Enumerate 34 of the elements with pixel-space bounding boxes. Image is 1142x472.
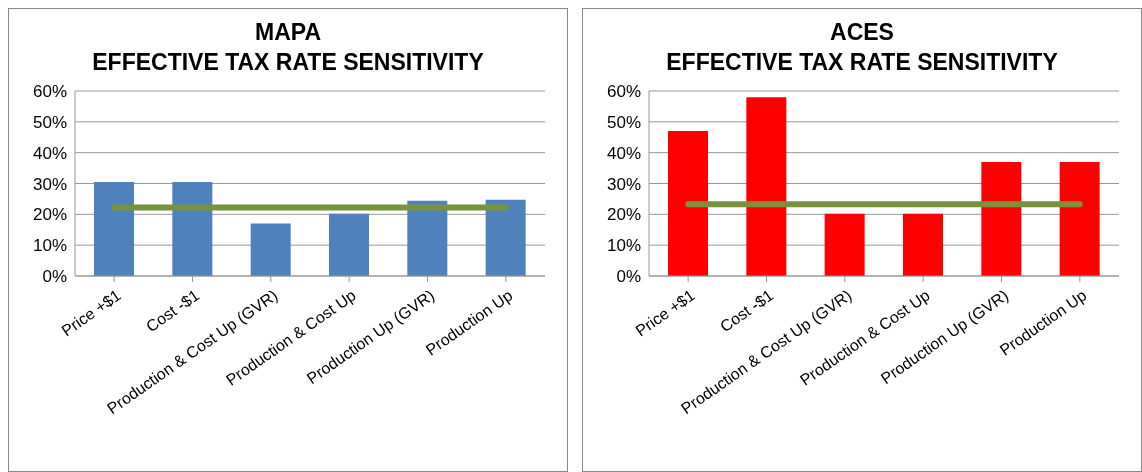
bar [824, 213, 865, 276]
bar [329, 213, 369, 276]
bar [903, 213, 943, 276]
y-tick-label: 40% [606, 143, 641, 163]
bar [485, 199, 526, 276]
y-tick-label: 30% [32, 174, 67, 194]
bar [746, 97, 787, 276]
y-tick-label: 0% [42, 267, 67, 287]
bar [981, 161, 1022, 276]
x-tick-label: Cost -$1 [142, 286, 203, 336]
bar [172, 181, 213, 276]
x-tick-label: Price +$1 [58, 286, 124, 340]
y-tick-label: 0% [616, 267, 641, 287]
bar [94, 181, 134, 276]
x-tick-label: Cost -$1 [716, 286, 777, 336]
y-tick-label: 10% [32, 236, 67, 256]
y-tick-label: 20% [606, 205, 641, 225]
y-tick-label: 50% [606, 112, 641, 132]
chart-subtitle: EFFECTIVE TAX RATE SENSITIVITY [91, 48, 485, 77]
y-tick-label: 50% [32, 112, 67, 132]
chart-title: MAPA [254, 18, 322, 47]
bar [1059, 161, 1100, 276]
bar [407, 200, 448, 276]
x-tick-label: Price +$1 [632, 286, 698, 340]
bar [250, 223, 291, 276]
y-tick-label: 30% [606, 174, 641, 194]
y-tick-label: 10% [606, 236, 641, 256]
chart-subtitle: EFFECTIVE TAX RATE SENSITIVITY [665, 48, 1059, 77]
chart-title: ACES [829, 18, 895, 47]
y-tick-label: 20% [32, 205, 67, 225]
bar [668, 131, 708, 276]
y-tick-label: 60% [32, 82, 67, 102]
y-tick-label: 40% [32, 143, 67, 163]
y-tick-label: 60% [606, 82, 641, 102]
